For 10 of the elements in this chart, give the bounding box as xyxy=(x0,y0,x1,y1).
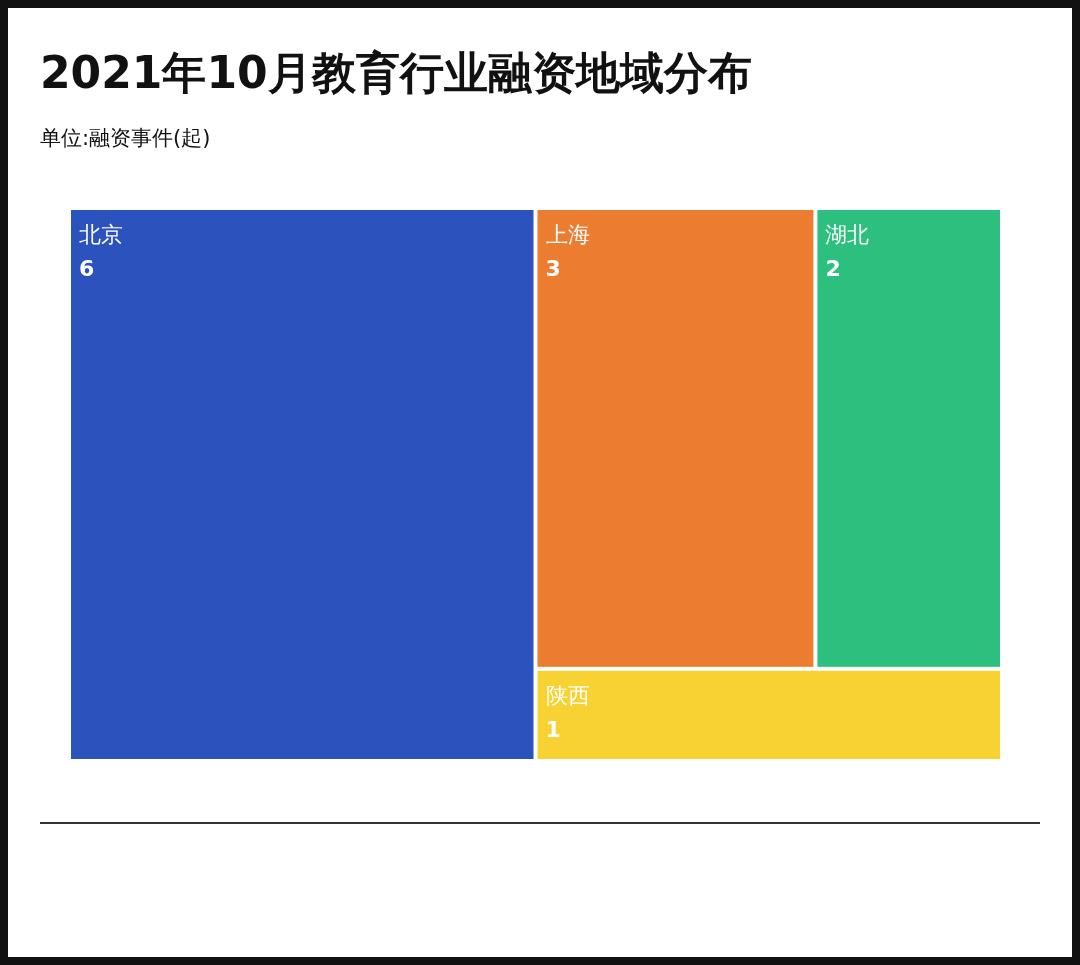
category-label: 北京 xyxy=(79,222,123,247)
text: 单位:融资事件(起) xyxy=(40,126,211,150)
data-label: 3 xyxy=(545,256,561,281)
data-label: 2 xyxy=(825,256,841,281)
category-label: 湖北 xyxy=(825,222,870,247)
category-label: 陕西 xyxy=(545,682,590,708)
category-label: 上海 xyxy=(545,222,590,247)
text: 2021年10月教育行业融资地域分布 xyxy=(40,47,752,98)
data-label: 6 xyxy=(79,256,95,281)
data-label: 1 xyxy=(545,716,561,742)
